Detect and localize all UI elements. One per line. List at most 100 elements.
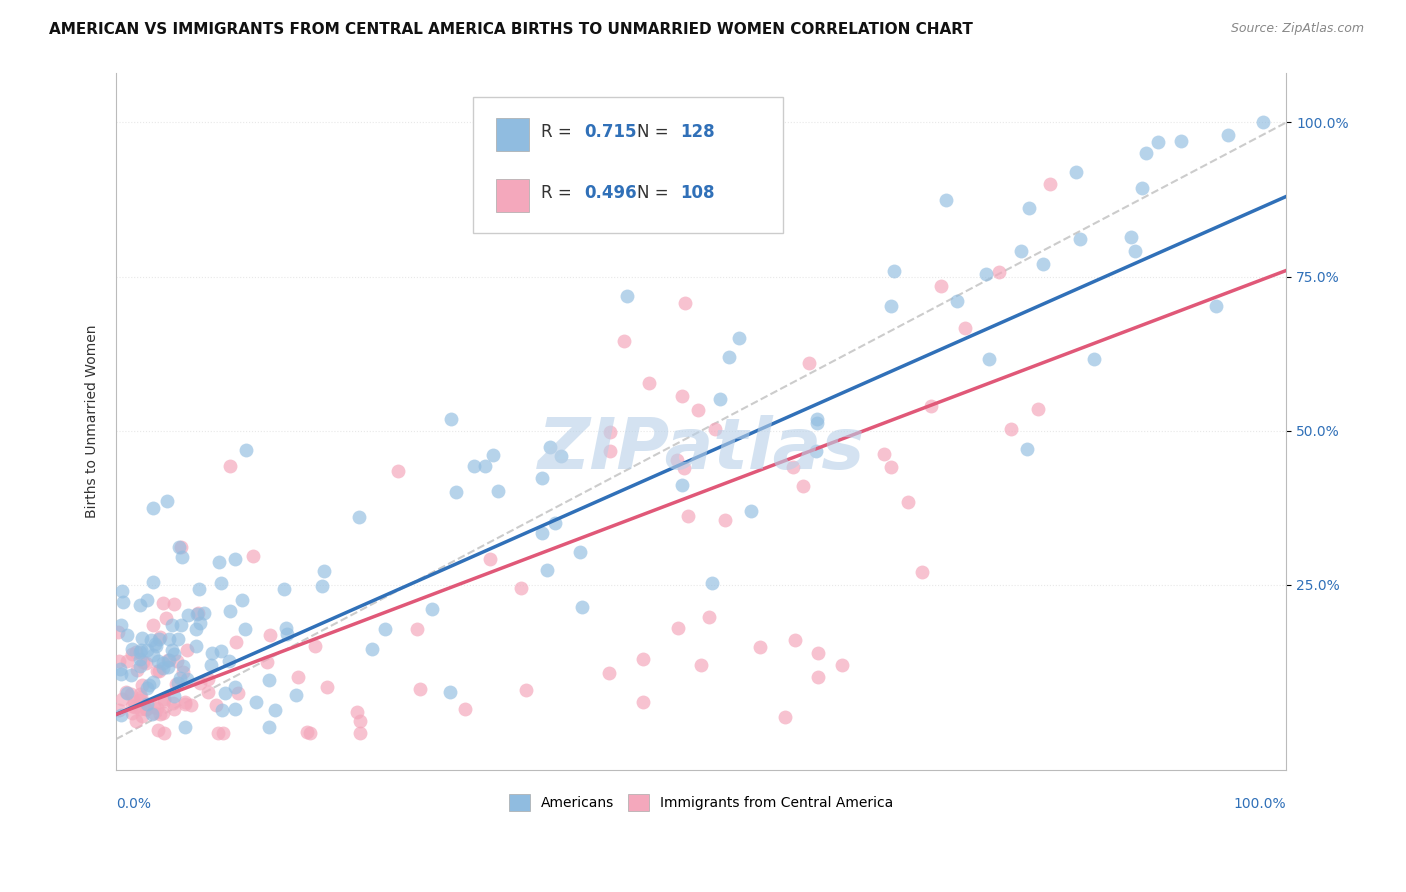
Point: [678, 509, 700, 524]
Point: [135, 702, 157, 716]
Point: [598, 666, 620, 681]
Point: [121, 648, 143, 662]
Text: 128: 128: [681, 122, 714, 141]
Point: [153, 694, 176, 708]
Point: [186, 640, 208, 654]
Point: [156, 660, 179, 674]
Point: [156, 653, 179, 667]
Point: [208, 556, 231, 570]
Point: [299, 726, 322, 740]
Point: [129, 652, 152, 666]
Point: [107, 625, 129, 640]
Point: [166, 654, 188, 668]
Text: R =: R =: [541, 184, 576, 202]
Point: [569, 545, 592, 559]
Point: [1000, 422, 1022, 436]
Point: [316, 680, 339, 694]
Point: [129, 598, 152, 612]
Text: 0.715: 0.715: [583, 122, 637, 141]
Legend: Americans, Immigrants from Central America: Americans, Immigrants from Central Ameri…: [505, 790, 897, 815]
Point: [120, 687, 142, 701]
Point: [797, 356, 820, 370]
Point: [571, 599, 593, 614]
Point: [1039, 177, 1062, 191]
Point: [807, 646, 830, 660]
Point: [160, 642, 183, 657]
Point: [129, 643, 152, 657]
Point: [209, 644, 232, 658]
Point: [207, 726, 229, 740]
Point: [172, 658, 194, 673]
Point: [911, 565, 934, 579]
Point: [162, 647, 184, 661]
Point: [481, 448, 503, 462]
Point: [177, 608, 200, 623]
Point: [212, 726, 235, 740]
Point: [782, 459, 804, 474]
Point: [883, 263, 905, 277]
Point: [193, 606, 215, 620]
Point: [775, 709, 797, 723]
Point: [145, 639, 167, 653]
Point: [128, 702, 150, 716]
Point: [387, 464, 409, 478]
FancyBboxPatch shape: [496, 118, 529, 151]
Text: AMERICAN VS IMMIGRANTS FROM CENTRAL AMERICA BIRTHS TO UNMARRIED WOMEN CORRELATIO: AMERICAN VS IMMIGRANTS FROM CENTRAL AMER…: [49, 22, 973, 37]
Point: [287, 669, 309, 683]
Point: [157, 653, 180, 667]
Point: [714, 513, 737, 527]
Point: [235, 443, 257, 458]
Point: [173, 695, 195, 709]
Point: [146, 701, 169, 715]
Point: [163, 702, 186, 716]
Point: [374, 622, 396, 636]
Point: [142, 574, 165, 589]
Point: [454, 701, 477, 715]
Point: [129, 659, 152, 673]
Point: [219, 604, 242, 618]
Point: [111, 583, 134, 598]
Point: [974, 268, 997, 282]
Point: [111, 692, 134, 706]
Point: [1251, 115, 1274, 129]
Point: [122, 695, 145, 709]
Point: [125, 714, 148, 729]
Point: [211, 703, 233, 717]
Point: [245, 695, 267, 709]
Point: [257, 720, 280, 734]
Point: [613, 334, 636, 348]
FancyBboxPatch shape: [472, 97, 783, 234]
Point: [1216, 128, 1239, 142]
Point: [115, 684, 138, 698]
Point: [155, 611, 177, 625]
Point: [1135, 146, 1157, 161]
Point: [349, 714, 371, 728]
Point: [135, 681, 157, 695]
Point: [544, 516, 567, 530]
Point: [218, 654, 240, 668]
Point: [1121, 229, 1143, 244]
Point: [806, 416, 828, 430]
Point: [170, 549, 193, 564]
Point: [125, 645, 148, 659]
Text: N =: N =: [637, 184, 673, 202]
Point: [631, 695, 654, 709]
Point: [225, 635, 247, 649]
Point: [599, 443, 621, 458]
Point: [409, 681, 432, 696]
Point: [727, 331, 749, 345]
Point: [1064, 164, 1087, 178]
Point: [214, 686, 236, 700]
Point: [201, 646, 224, 660]
Point: [146, 664, 169, 678]
Point: [806, 444, 828, 458]
Point: [129, 645, 152, 659]
Point: [184, 622, 207, 636]
Point: [259, 673, 281, 687]
Point: [128, 687, 150, 701]
Point: [304, 640, 326, 654]
Point: [284, 688, 307, 702]
Point: [169, 541, 191, 555]
Point: [152, 706, 174, 720]
Point: [188, 582, 211, 596]
